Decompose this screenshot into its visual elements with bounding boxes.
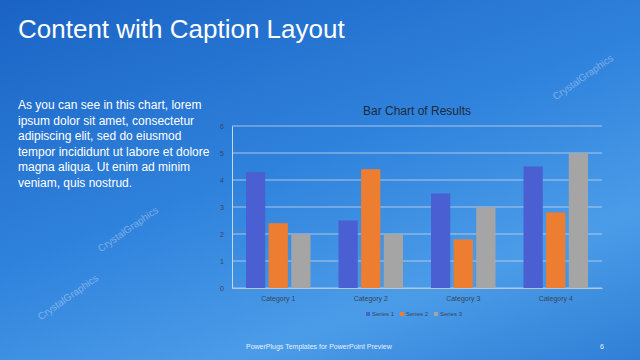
legend: Series 1 Series 2 Series 3 bbox=[366, 311, 463, 317]
x-axis-line bbox=[233, 288, 603, 289]
legend-label: Series 1 bbox=[372, 311, 395, 317]
grid-line bbox=[232, 207, 602, 208]
y-tick-label: 6 bbox=[220, 123, 224, 130]
grid-line bbox=[232, 180, 602, 181]
watermark: CrystalGraphics bbox=[96, 204, 161, 254]
legend-swatch bbox=[434, 312, 438, 316]
page-number: 6 bbox=[600, 343, 604, 350]
grid-line bbox=[232, 153, 602, 154]
x-tick: Category 2 bbox=[354, 288, 388, 303]
bars bbox=[246, 153, 588, 288]
y-tick: 4 bbox=[220, 177, 232, 184]
grid-line bbox=[232, 126, 602, 127]
legend-item: Series 3 bbox=[434, 311, 463, 317]
bar bbox=[431, 194, 450, 289]
footer: PowerPlugs Templates for PowerPoint Prev… bbox=[246, 343, 393, 351]
bar bbox=[291, 234, 310, 288]
x-tick-label: Category 3 bbox=[446, 295, 480, 303]
y-tick-label: 3 bbox=[220, 204, 224, 211]
legend-item: Series 2 bbox=[400, 311, 429, 317]
bar bbox=[246, 172, 265, 288]
y-tick: 5 bbox=[220, 150, 232, 157]
bar bbox=[524, 167, 543, 289]
legend-swatch bbox=[400, 312, 404, 316]
bar bbox=[384, 234, 403, 288]
y-tick-label: 5 bbox=[220, 150, 224, 157]
legend-swatch bbox=[366, 312, 370, 316]
legend-label: Series 2 bbox=[406, 311, 429, 317]
bar bbox=[546, 212, 565, 288]
bar bbox=[454, 239, 473, 288]
y-tick-label: 4 bbox=[220, 177, 224, 184]
x-tick: Category 3 bbox=[446, 288, 480, 303]
x-axis: Category 1 Category 2 Category 3 Category 4 bbox=[233, 288, 603, 303]
y-axis: 0 1 2 3 4 5 6 bbox=[220, 123, 232, 292]
bar bbox=[269, 223, 288, 288]
x-tick-label: Category 1 bbox=[261, 295, 295, 303]
x-tick: Category 1 bbox=[261, 288, 295, 303]
y-tick: 2 bbox=[220, 231, 232, 238]
y-tick: 3 bbox=[220, 204, 232, 211]
x-tick-label: Category 2 bbox=[354, 295, 388, 303]
watermark: CrystalGraphics bbox=[36, 272, 101, 322]
x-tick: Category 4 bbox=[539, 288, 573, 303]
legend-label: Series 3 bbox=[440, 311, 463, 317]
y-tick-label: 1 bbox=[220, 258, 224, 265]
chart-title: Bar Chart of Results bbox=[363, 104, 471, 118]
watermark: CrystalGraphics bbox=[551, 52, 616, 102]
y-tick: 1 bbox=[220, 258, 232, 265]
bar bbox=[569, 153, 588, 288]
bar bbox=[476, 207, 495, 288]
bar bbox=[361, 169, 380, 288]
y-tick-label: 2 bbox=[220, 231, 224, 238]
caption: As you can see in this chart, lorem ipsu… bbox=[18, 98, 218, 191]
y-tick: 0 bbox=[220, 285, 232, 292]
y-tick: 6 bbox=[220, 123, 232, 130]
slide: CrystalGraphics CrystalGraphics CrystalGra… bbox=[0, 0, 640, 360]
legend-item: Series 1 bbox=[366, 311, 395, 317]
bar bbox=[339, 221, 358, 289]
x-tick-label: Category 4 bbox=[539, 295, 573, 303]
grid bbox=[232, 126, 602, 288]
y-axis-line bbox=[232, 127, 233, 289]
slide-title: Content with Caption Layout bbox=[18, 14, 345, 44]
y-tick-label: 0 bbox=[220, 285, 224, 292]
